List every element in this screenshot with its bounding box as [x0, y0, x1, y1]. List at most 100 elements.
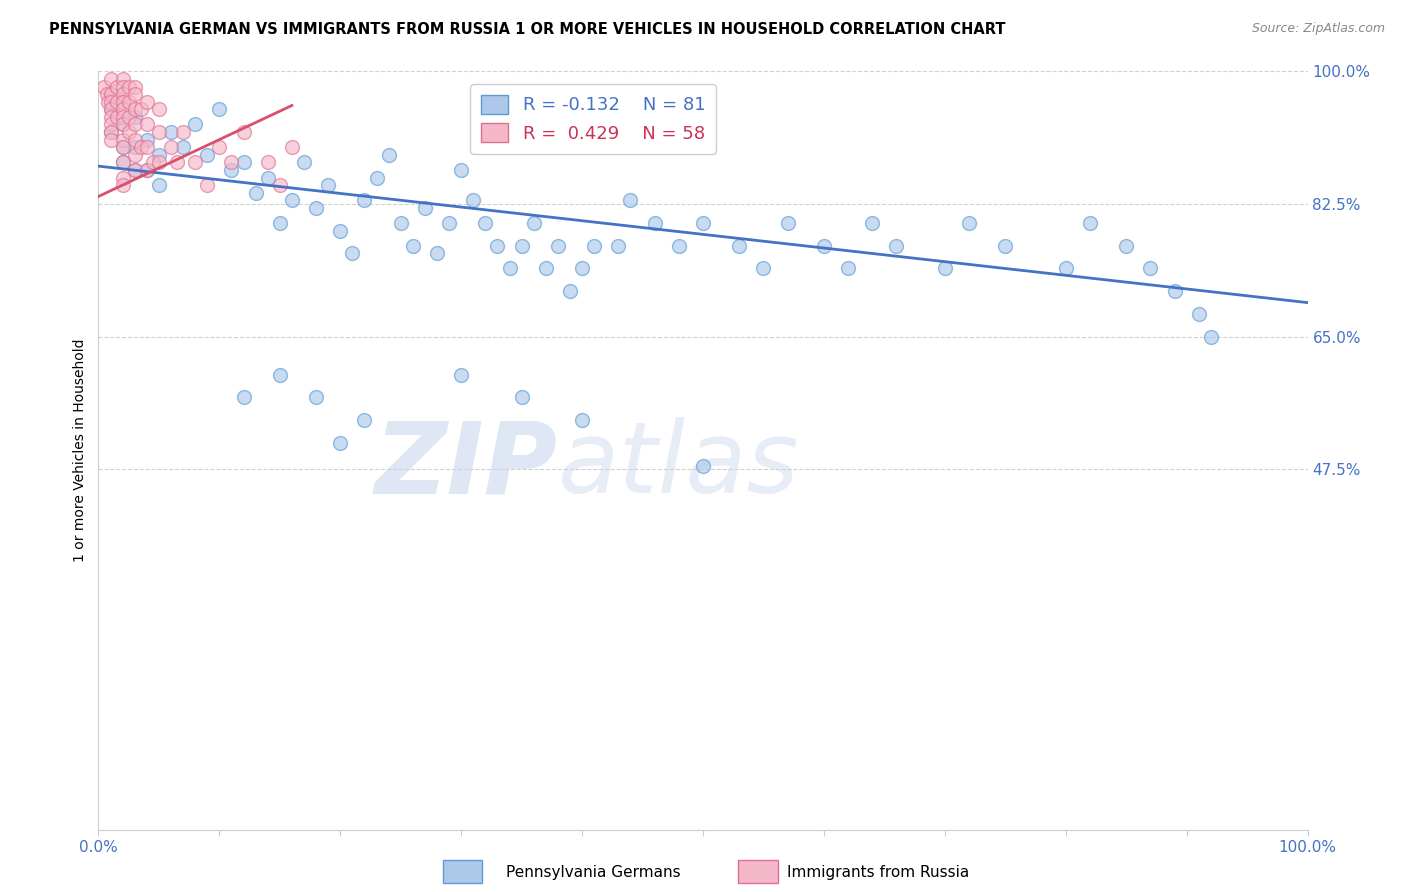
Point	[860, 216, 883, 230]
Point	[1115, 238, 1137, 253]
Point	[353, 194, 375, 208]
Point	[305, 391, 328, 405]
Point	[1078, 216, 1101, 230]
Point	[100, 95, 122, 109]
Point	[111, 117, 134, 131]
Point	[957, 216, 980, 230]
Point	[148, 148, 170, 162]
Point	[100, 87, 122, 102]
Point	[97, 95, 120, 109]
Point	[124, 103, 146, 117]
Text: Pennsylvania Germans: Pennsylvania Germans	[506, 865, 681, 880]
Point	[124, 110, 146, 124]
Point	[124, 79, 146, 94]
Point	[256, 155, 278, 169]
Point	[486, 238, 509, 253]
Point	[100, 72, 122, 87]
Text: Immigrants from Russia: Immigrants from Russia	[787, 865, 970, 880]
Point	[644, 216, 666, 230]
Point	[342, 246, 364, 260]
Point	[195, 178, 218, 193]
Point	[208, 140, 231, 154]
Point	[607, 238, 630, 253]
Point	[135, 132, 157, 146]
Point	[105, 95, 128, 109]
Point	[450, 368, 472, 382]
Point	[1139, 261, 1161, 276]
Point	[111, 155, 134, 169]
Point	[1188, 307, 1211, 321]
Point	[124, 148, 146, 162]
Point	[111, 140, 134, 154]
Point	[105, 79, 128, 94]
Point	[269, 216, 291, 230]
Point	[353, 413, 375, 427]
Point	[1163, 285, 1185, 299]
Point	[837, 261, 859, 276]
Point	[728, 238, 751, 253]
Point	[111, 132, 134, 146]
Point	[118, 125, 141, 139]
Point	[402, 238, 425, 253]
Point	[510, 391, 533, 405]
Point	[1054, 261, 1077, 276]
Point	[100, 103, 122, 117]
Point	[135, 163, 157, 178]
Point	[111, 95, 134, 109]
Point	[692, 216, 714, 230]
Point	[148, 125, 170, 139]
Point	[305, 201, 328, 215]
Point	[100, 103, 122, 117]
Point	[232, 125, 254, 139]
Point	[118, 95, 141, 109]
Point	[221, 155, 243, 169]
Point	[124, 132, 146, 146]
Point	[142, 155, 165, 169]
Point	[377, 148, 399, 162]
Point	[111, 103, 134, 117]
Point	[366, 170, 388, 185]
Point	[111, 87, 134, 102]
Point	[583, 238, 606, 253]
Point	[534, 261, 557, 276]
Point	[668, 238, 690, 253]
Point	[547, 238, 569, 253]
Point	[208, 103, 231, 117]
Point	[523, 216, 546, 230]
Point	[692, 458, 714, 473]
Point	[232, 155, 254, 169]
Text: Source: ZipAtlas.com: Source: ZipAtlas.com	[1251, 22, 1385, 36]
Point	[510, 238, 533, 253]
Point	[184, 155, 207, 169]
Point	[118, 110, 141, 124]
Point	[118, 79, 141, 94]
Point	[135, 117, 157, 131]
Point	[111, 110, 134, 124]
Point	[160, 125, 183, 139]
Point	[389, 216, 412, 230]
Point	[111, 155, 134, 169]
Point	[281, 194, 304, 208]
Point	[463, 194, 485, 208]
Point	[124, 87, 146, 102]
Point	[111, 178, 134, 193]
Point	[232, 391, 254, 405]
Point	[886, 238, 908, 253]
Point	[994, 238, 1017, 253]
Point	[450, 163, 472, 178]
Y-axis label: 1 or more Vehicles in Household: 1 or more Vehicles in Household	[73, 339, 87, 562]
Point	[124, 117, 146, 131]
Point	[148, 103, 170, 117]
Point	[129, 140, 152, 154]
Point	[166, 155, 188, 169]
Point	[96, 87, 118, 102]
Point	[1199, 330, 1222, 344]
Point	[934, 261, 956, 276]
Point	[776, 216, 799, 230]
Point	[195, 148, 218, 162]
Point	[148, 155, 170, 169]
Text: ZIP: ZIP	[375, 417, 558, 514]
Point	[135, 163, 157, 178]
Point	[426, 246, 449, 260]
Point	[100, 87, 122, 102]
